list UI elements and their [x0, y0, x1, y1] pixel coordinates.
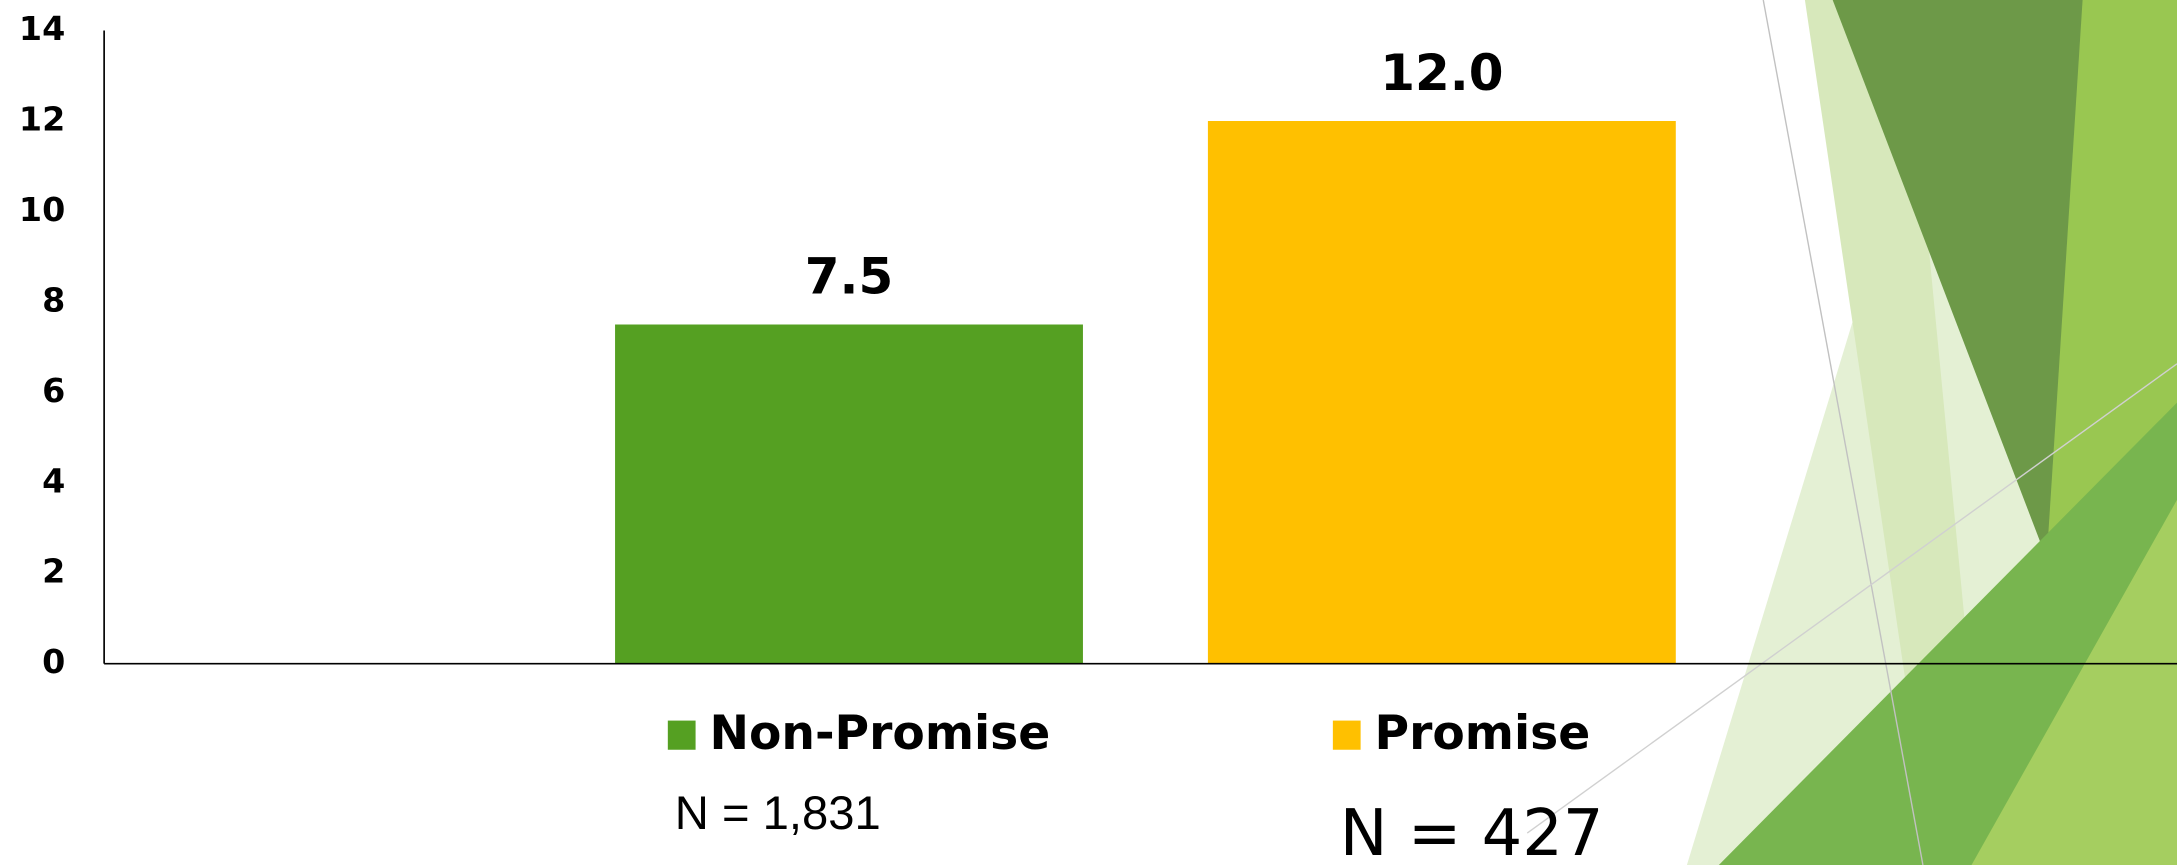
y-tick-label: 4 — [42, 461, 65, 500]
decoration — [1526, 0, 2177, 865]
y-tick-label: 6 — [42, 371, 65, 410]
y-tick-label: 0 — [42, 642, 65, 681]
annotation: N = 427 — [1340, 797, 1604, 865]
legend-swatch — [1332, 720, 1361, 750]
legend-label: Non-Promise — [709, 706, 1050, 761]
legend-label: Promise — [1375, 706, 1591, 761]
y-tick-label: 14 — [19, 9, 65, 48]
legend-swatch — [667, 720, 696, 750]
y-tick-label: 2 — [42, 552, 65, 591]
value-label: 7.5 — [805, 248, 894, 306]
y-tick-label: 8 — [42, 280, 65, 319]
bar — [1207, 121, 1676, 664]
annotation: N = 1,831 — [675, 787, 881, 840]
y-tick-label: 12 — [19, 100, 65, 139]
value-label: 12.0 — [1380, 44, 1503, 102]
bar — [615, 324, 1083, 664]
y-tick-label: 10 — [19, 190, 65, 229]
